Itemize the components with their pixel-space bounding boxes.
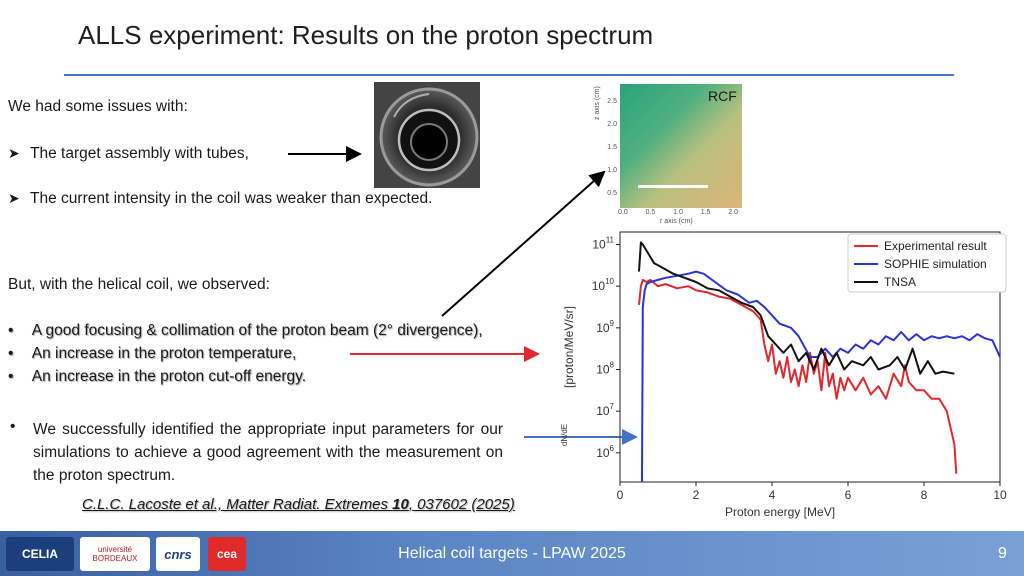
target-photo bbox=[374, 82, 480, 188]
x-tick-label: 2 bbox=[693, 488, 700, 502]
issue-item-1: ➤ The target assembly with tubes, bbox=[8, 145, 249, 163]
issue-item-2: ➤ The current intensity in the coil was … bbox=[8, 190, 432, 208]
cnrs-logo-text: cnrs bbox=[164, 546, 192, 562]
observation-item-3-text: An increase in the proton cut-off energy… bbox=[31, 368, 307, 385]
series-line-tnsa bbox=[638, 241, 955, 375]
x-axis-label: Proton energy [MeV] bbox=[725, 505, 835, 519]
celia-logo-text: CELIA bbox=[22, 547, 58, 561]
rcf-y-ticks: 2.5 2.0 1.5 1.0 0.5 bbox=[603, 90, 617, 205]
y-tick-label: 1011 bbox=[592, 236, 614, 252]
bullet-dot-icon: • bbox=[10, 418, 16, 435]
legend-box bbox=[847, 233, 1007, 293]
bullet-dot-icon: • bbox=[8, 345, 14, 362]
rcf-y-tick: 0.5 bbox=[607, 190, 617, 197]
y-tick-label: 1010 bbox=[592, 277, 615, 293]
x-tick-label: 4 bbox=[769, 488, 776, 502]
rcf-y-tick: 2.5 bbox=[607, 98, 617, 105]
legend-entry: SOPHIE simulation bbox=[884, 257, 987, 271]
observation-item-1-text: A good focusing & collimation of the pro… bbox=[31, 322, 483, 339]
rcf-x-tick: 0.0 bbox=[618, 209, 628, 216]
citation-volume: 10 bbox=[392, 496, 409, 513]
observation-item-2: • An increase in the proton temperature, bbox=[8, 345, 296, 363]
rcf-x-label: r axis (cm) bbox=[660, 218, 693, 225]
arrow-to-rcf bbox=[441, 170, 606, 317]
x-tick-label: 6 bbox=[845, 488, 852, 502]
footer-title: Helical coil targets - LPAW 2025 bbox=[398, 545, 626, 562]
rcf-x-tick: 2.0 bbox=[728, 209, 738, 216]
series-line-experimental-result bbox=[638, 278, 958, 474]
issue-item-2-text: The current intensity in the coil was we… bbox=[30, 190, 433, 207]
y-tick-label: 109 bbox=[596, 319, 614, 335]
bullet-arrow-icon: ➤ bbox=[8, 190, 20, 206]
rcf-label: RCF bbox=[708, 88, 737, 104]
proton-spectrum-chart: 0 2 4 6 8 10 106 107 108 109 1010 1011 Proton energy… bbox=[560, 231, 1007, 519]
cea-logo-text: cea bbox=[216, 547, 238, 561]
rcf-x-tick: 1.5 bbox=[700, 209, 711, 216]
observed-intro: But, with the helical coil, we observed: bbox=[8, 276, 270, 293]
observation-item-2-text: An increase in the proton temperature, bbox=[31, 345, 297, 362]
cnrs-logo: cnrs bbox=[156, 537, 200, 571]
issues-intro: We had some issues with: bbox=[8, 98, 188, 115]
observation-item-1: • A good focusing & collimation of the p… bbox=[8, 322, 483, 340]
summary-paragraph: We successfully identified the appropria… bbox=[33, 421, 503, 484]
bullet-arrow-icon: ➤ bbox=[8, 145, 20, 161]
chart-legend: Experimental result SOPHIE simulation TNSA bbox=[847, 233, 1007, 293]
bullet-dot-icon: • bbox=[8, 368, 14, 385]
y-tick-label: 106 bbox=[596, 444, 614, 460]
issue-item-1-text: The target assembly with tubes, bbox=[30, 145, 249, 162]
y-tick-label: 108 bbox=[596, 361, 614, 377]
bordeaux-logo: université BORDEAUX bbox=[80, 537, 150, 571]
rcf-x-ticks: 0.0 0.5 1.0 1.5 2.0 bbox=[618, 209, 738, 216]
rcf-y-tick: 2.0 bbox=[607, 121, 617, 128]
rcf-y-tick: 1.5 bbox=[607, 144, 617, 151]
legend-entry: Experimental result bbox=[884, 239, 987, 253]
cea-logo: cea bbox=[208, 537, 246, 571]
chart-series bbox=[638, 241, 1001, 483]
x-tick-label: 8 bbox=[921, 488, 928, 502]
title-divider bbox=[64, 74, 954, 76]
citation-authors: C.L.C. Lacoste et al., Matter Radiat. Ex… bbox=[82, 496, 393, 513]
celia-logo: CELIA bbox=[6, 537, 74, 571]
rcf-x-tick: 0.5 bbox=[645, 209, 656, 216]
x-tick-label: 10 bbox=[993, 488, 1007, 502]
rcf-y-tick: 1.0 bbox=[607, 167, 617, 174]
rcf-x-tick: 1.0 bbox=[673, 209, 683, 216]
observation-item-3: • An increase in the proton cut-off ener… bbox=[8, 368, 306, 386]
y-axis-label-fraction: dN/dE bbox=[560, 424, 569, 446]
citation-pages: , 037602 (2025) bbox=[408, 496, 515, 513]
bordeaux-logo-text: université BORDEAUX bbox=[92, 545, 138, 563]
bullet-dot-icon: • bbox=[8, 322, 14, 339]
rcf-scale-bar bbox=[638, 185, 708, 188]
slide-title: ALLS experiment: Results on the proton s… bbox=[78, 20, 654, 50]
citation-link[interactable]: C.L.C. Lacoste et al., Matter Radiat. Ex… bbox=[82, 496, 515, 513]
series-line-sophie-simulation bbox=[641, 270, 1001, 483]
x-tick-label: 0 bbox=[617, 488, 624, 502]
legend-entry: TNSA bbox=[884, 275, 916, 289]
page-number: 9 bbox=[998, 545, 1007, 562]
y-axis-label: [proton/MeV/sr] bbox=[562, 306, 576, 388]
y-tick-label: 107 bbox=[596, 402, 614, 418]
